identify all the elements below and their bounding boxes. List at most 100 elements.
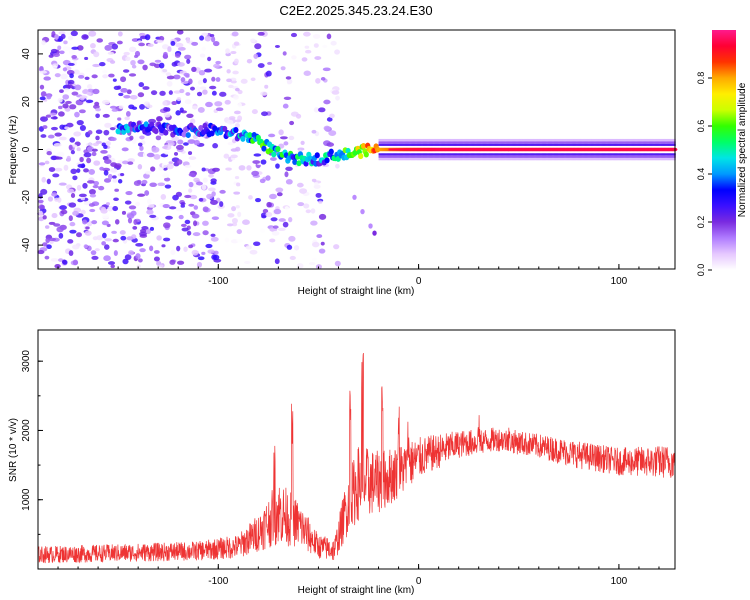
spectrogram-cell [163, 177, 171, 182]
spectrogram-cell [610, 155, 613, 158]
spectrogram-cell [436, 138, 438, 142]
spectrogram-cell [509, 143, 512, 146]
spectrogram-cell [137, 193, 146, 197]
spectrogram-cell [545, 138, 548, 142]
spectrogram-cell [240, 78, 248, 84]
spectrogram-cell [522, 141, 525, 144]
spectrogram-cell [432, 141, 435, 144]
spectrogram-cell [671, 138, 674, 142]
spectrogram-cell [69, 221, 76, 227]
spectrogram-cell [76, 232, 82, 238]
spectrogram-cell [382, 141, 384, 144]
spectrogram-cell [652, 158, 655, 161]
spectrogram-cell [402, 158, 405, 161]
spectrogram-cell [520, 155, 522, 158]
spectrogram-cell [478, 158, 480, 161]
spectrogram-cell [459, 141, 461, 144]
spectrogram-cell [540, 141, 543, 144]
spectrogram-cell [562, 141, 565, 144]
spectrogram-cell [60, 209, 68, 215]
spectrogram-cell [425, 153, 428, 156]
spectrogram-cell [535, 143, 538, 146]
spectrogram-cell [421, 155, 424, 158]
spectrogram-cell [529, 143, 532, 146]
spectrogram-cell [621, 158, 623, 161]
spectrogram-cell [594, 155, 597, 158]
spectrogram-cell [398, 158, 401, 161]
spectrogram-cell [516, 158, 519, 161]
spectrogram-cell [600, 143, 603, 146]
spectrogram-cell [112, 175, 117, 179]
spectrogram-cell [76, 168, 81, 173]
spectrogram-cell [47, 134, 55, 139]
spectrogram-cell [489, 158, 491, 161]
spectrogram-cell [633, 155, 635, 158]
spectrogram-cell [451, 138, 454, 142]
spectrogram-cell [290, 32, 298, 38]
spectrogram-cell [603, 143, 605, 146]
spectrogram-cell [439, 143, 442, 146]
spectrogram-cell [514, 155, 516, 158]
spectrogram-cell [665, 138, 668, 142]
spectrogram-cell [457, 155, 460, 158]
spectrogram-cell [579, 153, 581, 156]
spectrogram-cell [215, 77, 221, 82]
spectrogram-cell [37, 199, 44, 204]
spectrogram-cell [469, 141, 472, 144]
spectrogram-cell [616, 138, 619, 142]
spectrogram-cell [421, 141, 424, 144]
spectrogram-cell [305, 49, 312, 54]
spectrogram-cell [144, 34, 151, 41]
spectrogram-cell [579, 158, 581, 161]
spectrogram-cell [560, 138, 562, 142]
spectrogram-cell [414, 155, 417, 158]
spectrogram-cell [58, 31, 66, 35]
spectrogram-cell [277, 227, 286, 232]
spectrogram-cell [62, 46, 71, 51]
spectrogram-cell [640, 153, 643, 156]
spectrogram-cell [460, 138, 462, 142]
spectrogram-cell [52, 173, 60, 178]
spectrogram-cell [642, 141, 645, 144]
spectrogram-cell [46, 244, 52, 250]
spectrogram-cell [426, 153, 429, 156]
spectrogram-cell [163, 51, 168, 57]
spectrogram-cell [658, 153, 661, 156]
spectrogram-cell [617, 143, 620, 146]
spectrogram-cell [176, 29, 184, 35]
spectrogram-cell [529, 141, 532, 144]
spectrogram-cell [415, 143, 418, 146]
spectrogram-cell [549, 138, 551, 142]
spectrogram-cell [555, 141, 557, 144]
spectrogram-cell [322, 44, 328, 48]
spectrogram-cell [537, 153, 539, 156]
spectrogram-cell [412, 158, 414, 161]
spectrogram-cell [592, 143, 595, 146]
spectrogram-cell [576, 141, 579, 144]
spectrogram-cell [635, 153, 638, 156]
spectrogram-cell [113, 197, 119, 202]
spectrogram-cell [471, 158, 473, 161]
spectrogram-cell [650, 143, 652, 146]
spectrogram-cell [578, 143, 580, 146]
spectrogram-cell [647, 141, 650, 144]
spectrogram-cell [467, 138, 470, 142]
spectrogram-cell [508, 143, 510, 146]
spectrogram-cell [201, 184, 207, 190]
spectrogram-cell [485, 138, 488, 142]
spectrogram-cell [526, 158, 528, 161]
spectrogram-cell [537, 158, 539, 161]
spectrogram-cell [416, 143, 419, 146]
spectrogram-cell [606, 138, 609, 142]
spectrogram-cell [222, 125, 228, 132]
spectrogram-cell [515, 153, 518, 156]
spectrogram-cell [388, 155, 390, 158]
spectrogram-cell [668, 155, 670, 158]
spectrogram-cell [590, 158, 592, 161]
spectrogram-cell [288, 216, 293, 223]
spectrogram-cell [503, 138, 506, 142]
spectrogram-cell [111, 43, 119, 50]
spectrogram-cell [525, 153, 527, 156]
spectrogram-cell [663, 143, 665, 146]
spectrogram-cell [663, 141, 665, 144]
